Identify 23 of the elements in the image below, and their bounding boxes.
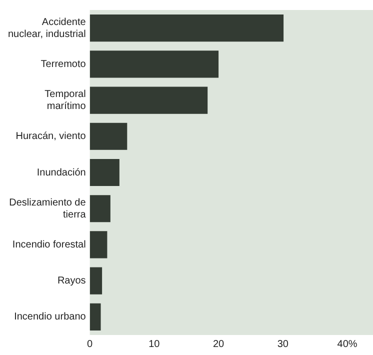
- bar: [90, 303, 101, 330]
- bar: [90, 195, 110, 222]
- y-tick-label: Inundación: [36, 167, 86, 178]
- x-tick-label: 20: [212, 338, 225, 350]
- y-tick-label: Deslizamiento de tierra: [9, 197, 86, 220]
- bar: [90, 50, 219, 78]
- x-tick-label: 0: [87, 338, 94, 350]
- bar: [90, 14, 284, 42]
- x-tick-label: 40%: [337, 338, 358, 350]
- y-tick-label: Incendio urbano: [14, 312, 86, 323]
- y-tick-label: Rayos: [57, 276, 86, 287]
- bar: [90, 231, 108, 258]
- y-tick-label: Terremoto: [40, 58, 86, 70]
- bar: [90, 267, 102, 294]
- x-tick-label: 30: [277, 338, 289, 350]
- y-tick-label: Huracán, viento: [16, 131, 86, 142]
- y-tick-label: Temporal marítimo: [44, 89, 86, 112]
- bar: [90, 122, 128, 150]
- y-tick-label: Incendio forestal: [12, 239, 86, 250]
- x-tick-label: 10: [148, 338, 160, 350]
- bar: [90, 158, 120, 186]
- y-tick-label: Accidente nuclear, industrial: [8, 16, 86, 40]
- bar: [90, 86, 208, 114]
